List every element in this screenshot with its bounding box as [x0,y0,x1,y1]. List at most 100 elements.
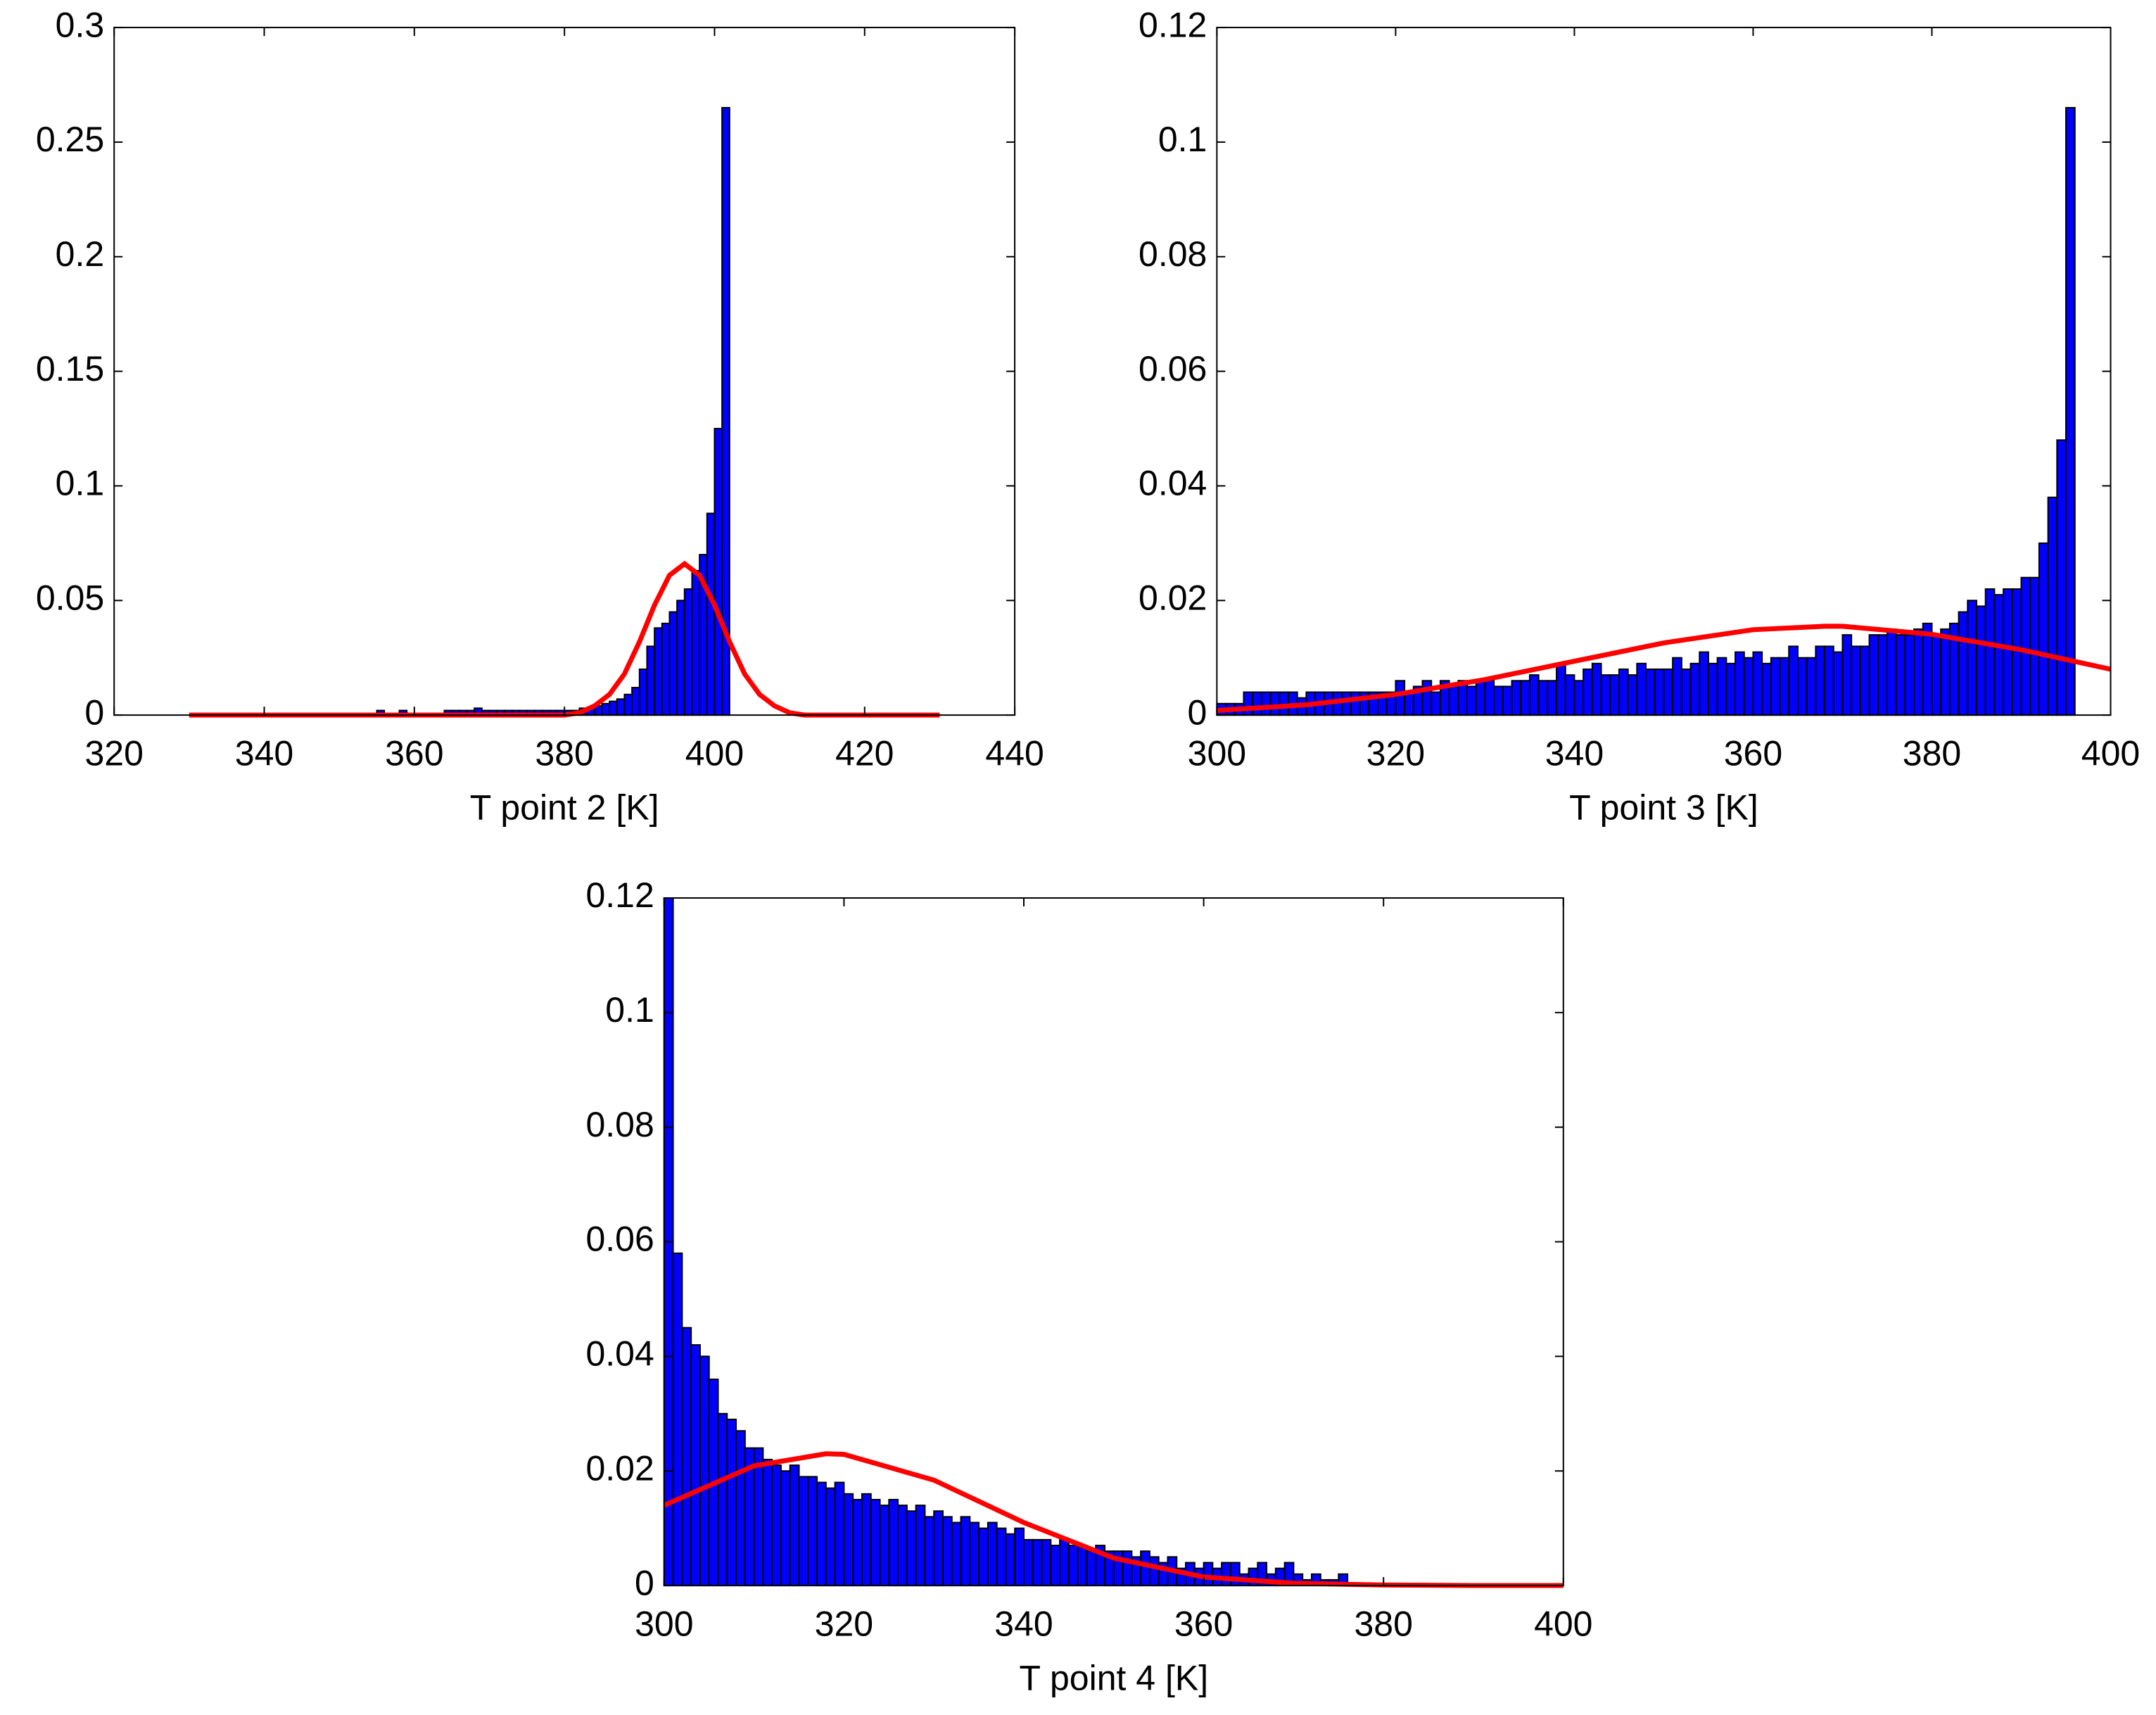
bar [1502,685,1513,716]
x-tick-label: 340 [235,733,293,773]
bar [638,668,648,716]
bar [1140,1550,1150,1587]
bar [646,645,656,716]
bar [1761,662,1772,716]
y-tick-label: 0 [84,692,104,732]
bar [601,702,611,716]
bar [726,1418,737,1587]
bar [1609,674,1620,716]
y-tick-label: 0.15 [36,349,104,388]
bar [1077,1545,1088,1587]
bar [2047,496,2058,716]
bar [1148,1556,1160,1587]
bar [969,1521,980,1587]
y-tick-label: 0.06 [585,1220,654,1259]
bar [1743,657,1754,716]
bar [1564,674,1575,716]
bar [1886,628,1897,716]
bar [1528,674,1540,716]
bar [960,1516,971,1587]
bar [699,1355,710,1587]
bar [1868,634,1879,716]
bar [1984,588,1996,716]
y-tick-label: 0.1 [605,990,654,1030]
bar [1431,691,1441,716]
x-tick-label: 380 [1903,733,1961,773]
bar [951,1521,962,1587]
x-tick-label: 380 [535,733,593,773]
bar [1806,657,1817,716]
bar [2038,542,2049,716]
bar [753,1447,764,1587]
panel: 320 340 360 380 400 420 440 0 0.05 0.1 0.15 0.2 0.25… [36,5,1044,827]
fit-line [1217,624,2112,714]
bar [1815,645,1826,716]
x-tick-label: 340 [994,1604,1053,1643]
bar [717,1412,728,1587]
bar [1824,645,1834,716]
bar [1511,680,1522,716]
bar [780,1470,791,1587]
bar [735,1430,746,1587]
bar [676,600,685,716]
y-tick-label: 0.12 [585,875,654,915]
bar [1788,645,1799,716]
bar [1395,680,1406,716]
bar [2065,107,2076,716]
x-tick-label: 320 [815,1604,873,1643]
plot-area [114,27,1015,716]
y-tick-label: 0 [635,1563,654,1602]
bar [631,687,640,716]
bar [654,627,663,716]
bar [1851,645,1861,716]
bar [762,1458,773,1587]
bar [879,1505,890,1587]
bar [897,1505,908,1587]
bar [941,1516,953,1587]
bar [1421,680,1433,716]
bar [1484,680,1495,716]
bar [1958,611,1969,716]
bar [1203,1562,1214,1587]
bar [1895,634,1906,716]
bar [609,700,618,716]
bar [1993,594,2005,716]
bar [1859,645,1870,716]
bar [1645,668,1656,716]
bar [1556,662,1566,716]
bar [661,622,671,716]
bar [2011,588,2022,716]
y-tick-label: 0.04 [1139,464,1207,503]
bar [1260,691,1272,716]
bar [1041,1538,1052,1587]
y-tick-label: 0.25 [36,120,104,159]
bar [1086,1550,1097,1587]
x-tick-label: 440 [985,733,1044,773]
x-tick-label: 320 [1366,733,1425,773]
bar [690,1344,701,1587]
panel: 300 320 340 360 380 400 0 0.02 0.04 0.06 0.08 0.1 0.… [1139,5,2140,827]
bar [825,1487,836,1587]
x-tick-label: 360 [1174,1604,1233,1643]
bar [1663,668,1674,716]
y-tick-label: 0.1 [1158,120,1207,159]
x-tick-label: 360 [1724,733,1782,773]
bar [1752,651,1763,716]
bar [888,1498,899,1587]
bar [672,1252,683,1587]
bar [933,1510,944,1587]
y-tick-label: 0.04 [585,1334,654,1374]
x-axis-label: T point 3 [K] [1569,787,1758,827]
bar [1913,628,1924,716]
bar [1583,668,1593,716]
y-tick-label: 0.02 [585,1448,654,1488]
bar [1636,662,1647,716]
bar [789,1464,800,1587]
x-tick-label: 400 [685,733,744,773]
bar [1591,662,1602,716]
y-tick-label: 0.2 [56,234,105,274]
bar [816,1481,827,1587]
y-tick-label: 0.02 [1139,578,1207,617]
